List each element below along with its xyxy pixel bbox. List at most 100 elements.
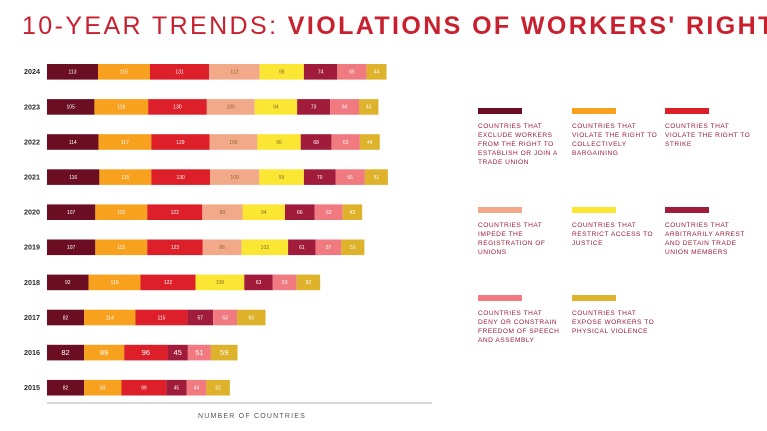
data-label: 44 <box>374 70 380 76</box>
data-label: 73 <box>311 105 317 111</box>
bar-segment <box>259 169 304 185</box>
bar-segment <box>202 204 243 220</box>
data-label: 107 <box>67 210 76 216</box>
data-label: 119 <box>117 105 125 111</box>
data-label: 68 <box>313 140 319 146</box>
bar-segment <box>47 379 85 396</box>
legend-item: Countries that impede the registration o… <box>478 207 564 257</box>
year-label: 2019 <box>24 243 40 252</box>
data-label: 131 <box>175 70 184 76</box>
legend-swatch <box>665 207 709 213</box>
data-label: 116 <box>69 175 77 181</box>
bar-segment <box>303 169 336 185</box>
legend-item: Countries that exclude workers from the … <box>478 108 564 167</box>
data-label: 112 <box>230 70 238 76</box>
data-label: 103 <box>261 245 270 251</box>
legend-item: Countries that deny or constrain freedom… <box>478 295 564 345</box>
year-label: 2016 <box>24 348 40 357</box>
data-label: 52 <box>215 386 221 392</box>
bar-segment <box>314 204 343 220</box>
data-label: 109 <box>230 175 239 181</box>
data-label: 53 <box>222 315 228 321</box>
bar-segment <box>288 239 316 256</box>
data-label: 82 <box>61 348 69 357</box>
bar-segment <box>296 274 321 291</box>
data-label: 65 <box>349 70 355 76</box>
data-label: 115 <box>111 280 119 286</box>
bar-segment <box>148 99 207 115</box>
data-label: 106 <box>229 140 238 146</box>
data-label: 123 <box>171 245 180 251</box>
bar-segment <box>206 99 255 115</box>
bar-segment <box>272 274 297 291</box>
bar-segment <box>297 99 331 115</box>
data-label: 122 <box>164 280 173 286</box>
bar-segment <box>209 169 260 185</box>
legend-item: Countries that violate the right to stri… <box>665 108 751 149</box>
bar-segment <box>94 99 149 115</box>
data-label: 66 <box>297 210 303 216</box>
bar-segment <box>95 204 148 220</box>
bar-segment <box>241 239 289 256</box>
bar-segment <box>135 309 188 326</box>
bar-segment <box>300 134 332 150</box>
legend-swatch <box>478 108 522 114</box>
data-label: 43 <box>350 210 356 216</box>
bar-segment <box>257 134 301 150</box>
bar-segment <box>335 169 365 185</box>
year-label: 2021 <box>24 173 40 182</box>
legend-item: Countries that arbitrarily arrest and de… <box>665 207 751 257</box>
bar-segment <box>341 239 365 256</box>
bar-segment <box>84 379 122 396</box>
bar-segment <box>47 169 100 185</box>
legend-swatch <box>572 207 616 213</box>
bar-segment <box>209 64 260 80</box>
bar-segment <box>84 309 136 326</box>
data-label: 51 <box>350 245 356 251</box>
data-label: 57 <box>326 245 332 251</box>
data-label: 96 <box>142 348 150 357</box>
data-label: 61 <box>299 245 305 251</box>
data-label: 62 <box>326 210 332 216</box>
bar-segment <box>47 344 85 361</box>
data-label: 89 <box>100 348 108 357</box>
data-label: 89 <box>220 210 226 216</box>
bar-segment <box>121 379 167 396</box>
bar-segment <box>242 204 285 220</box>
data-label: 63 <box>249 315 255 321</box>
legend-swatch <box>572 295 616 301</box>
legend-label: Countries that arbitrarily arrest and de… <box>665 222 745 256</box>
legend-label: Countries that deny or constrain freedom… <box>478 310 560 344</box>
data-label: 98 <box>279 70 285 76</box>
year-label: 2017 <box>24 313 40 322</box>
bar-segment <box>244 274 273 291</box>
data-label: 63 <box>256 280 262 286</box>
bar-segment <box>151 169 210 185</box>
bar-segment <box>284 204 315 220</box>
chart-title-bold: VIOLATIONS OF WORKERS' RIGHTS <box>287 12 767 40</box>
data-label: 44 <box>367 140 373 146</box>
bar-segment <box>47 204 96 220</box>
data-label: 122 <box>171 210 180 216</box>
bar-segment <box>84 344 125 361</box>
data-label: 44 <box>194 386 200 392</box>
data-label: 117 <box>121 140 129 146</box>
bar-segment <box>254 99 298 115</box>
data-label: 45 <box>174 348 182 357</box>
bar-segment <box>342 204 363 220</box>
bar-segment <box>315 239 342 256</box>
bar-segment <box>167 344 188 361</box>
x-axis-label: NUMBER OF COUNTRIES <box>198 413 306 420</box>
year-label: 2022 <box>24 137 40 146</box>
data-label: 63 <box>343 140 349 146</box>
bar-segment <box>210 344 238 361</box>
bar-segment <box>147 204 203 220</box>
bar-segment <box>151 134 210 150</box>
data-label: 57 <box>198 315 204 321</box>
data-label: 114 <box>106 315 114 321</box>
legend-swatch <box>665 108 709 114</box>
bar-segment <box>47 99 95 115</box>
data-label: 59 <box>220 348 228 357</box>
data-label: 94 <box>273 105 279 111</box>
